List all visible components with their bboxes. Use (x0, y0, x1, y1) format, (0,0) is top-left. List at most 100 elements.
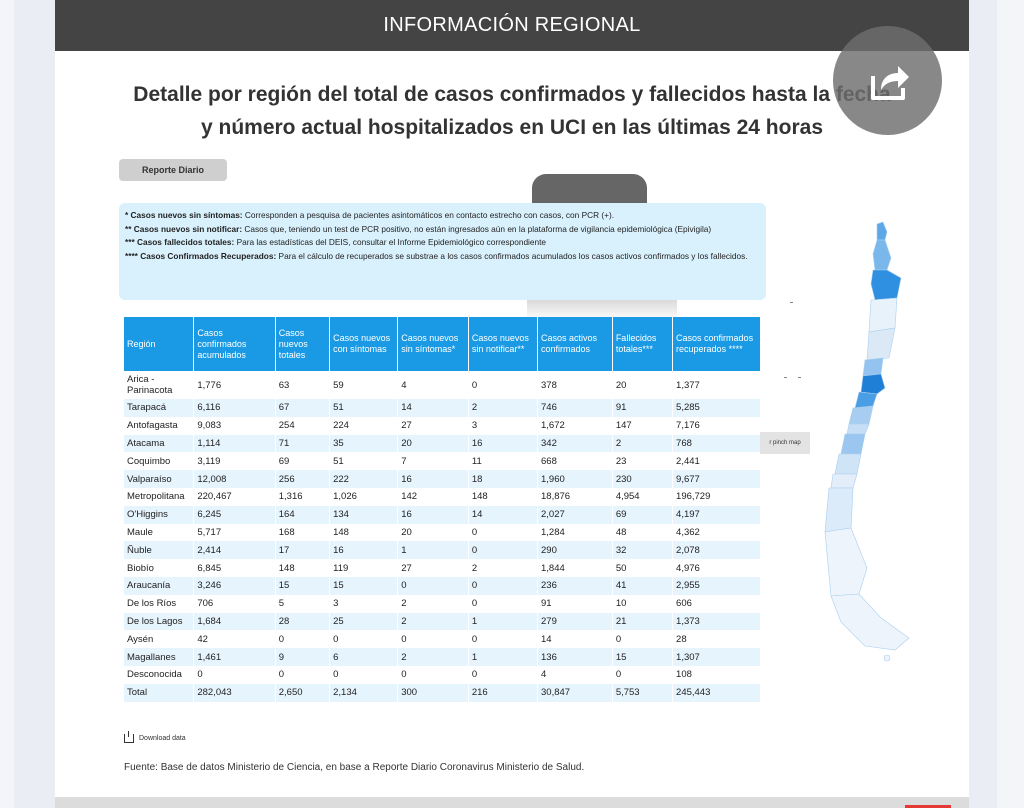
table-cell: 2,027 (537, 505, 613, 524)
table-cell: 14 (468, 505, 539, 524)
table-cell: 2 (397, 612, 469, 631)
table-row: Ñuble 2,414 17 16 1 0 290 32 2,078 (124, 541, 761, 560)
table-cell: 1,307 (672, 648, 761, 666)
section-header: INFORMACIÓN REGIONAL (55, 0, 969, 51)
bottom-accent (905, 805, 951, 808)
table-cell: 768 (672, 434, 761, 453)
table-cell: 0 (468, 665, 539, 684)
table-cell: 1 (468, 612, 539, 631)
table-cell: 0 (275, 630, 331, 649)
right-gutter (997, 0, 1024, 808)
table-cell: 254 (275, 416, 331, 435)
table-cell: 230 (612, 470, 674, 488)
map-hint-label: r pinch map (769, 440, 801, 446)
table-cell: 4,954 (612, 487, 674, 506)
table-row: Aysén 42 0 0 0 0 14 0 28 (124, 630, 761, 649)
region-name-cell: Magallanes (124, 648, 195, 666)
table-cell: 378 (537, 371, 613, 399)
table-cell: 148 (468, 487, 539, 506)
table-cell: 1,026 (329, 487, 399, 506)
table-cell: 0 (397, 576, 469, 595)
table-cell: 168 (275, 523, 331, 542)
table-cell: 216 (468, 683, 539, 702)
download-data-link[interactable]: Download data (124, 731, 186, 743)
notes-box: * Casos nuevos sin síntomas: Corresponde… (119, 203, 766, 300)
column-header: Casos nuevos con síntomas (329, 317, 399, 371)
table-cell: 9 (275, 648, 331, 666)
column-header: Fallecidos totales*** (612, 317, 674, 371)
download-icon (124, 731, 134, 743)
table-cell: 0 (468, 594, 539, 613)
table-cell: 69 (275, 452, 331, 471)
region-name-cell: Total (124, 683, 195, 702)
page-title-line2: y número actual hospitalizados en UCI en… (200, 116, 823, 139)
table-cell: 4,976 (672, 559, 761, 577)
region-name-cell: Biobío (124, 559, 195, 577)
table-cell: 51 (329, 399, 399, 417)
table-cell: 21 (612, 612, 674, 631)
table-cell: 0 (397, 630, 469, 649)
map-region-islands (883, 654, 891, 662)
table-cell: 14 (537, 630, 613, 649)
section-header-title: INFORMACIÓN REGIONAL (383, 14, 641, 36)
table-cell: 222 (329, 470, 399, 488)
table-cell: 1 (468, 648, 539, 666)
table-cell: 0 (468, 541, 539, 560)
table-row: Araucanía 3,246 15 15 0 0 236 41 2,955 (124, 576, 761, 595)
table-row: Magallanes 1,461 9 6 2 1 136 15 1,307 (124, 648, 761, 666)
table-cell: 15 (329, 576, 399, 595)
region-name-cell: Antofagasta (124, 416, 195, 435)
table-cell: 5 (275, 594, 331, 613)
table-row: Antofagasta 9,083 254 224 27 3 1,672 147 7,176 (124, 416, 761, 435)
column-header: Casos nuevos totales (275, 317, 331, 371)
table-cell: 25 (329, 612, 399, 631)
table-cell: 18 (468, 470, 539, 488)
table-cell: 1,316 (275, 487, 331, 506)
map-region-ohiggins (854, 391, 878, 409)
table-cell: 23 (612, 452, 674, 471)
share-button[interactable] (833, 26, 942, 135)
table-cell: 147 (612, 416, 674, 435)
table-cell: 69 (612, 505, 674, 524)
map-region-arica (876, 221, 888, 241)
share-icon (870, 65, 909, 100)
map-region-valparaiso (862, 357, 884, 377)
map-region-coquimbo (866, 327, 896, 361)
table-row: Desconocida 0 0 0 0 0 4 0 108 (124, 665, 761, 684)
table-cell: 1,684 (193, 612, 276, 631)
chile-regions-map[interactable] (815, 218, 915, 666)
table-cell: 1,960 (537, 470, 613, 488)
column-header: Casos nuevos sin notificar** (468, 317, 539, 371)
table-cell: 142 (397, 487, 469, 506)
map-mark (798, 377, 801, 378)
overlay-shadow (527, 299, 677, 321)
table-cell: 2 (612, 434, 674, 453)
table-cell: 2,955 (672, 576, 761, 595)
region-name-cell: Valparaíso (124, 470, 195, 488)
note-item: ** Casos nuevos sin notificar: Casos que… (125, 223, 712, 234)
note-item: **** Casos Confirmados Recuperados: Para… (125, 250, 748, 261)
table-cell: 16 (397, 470, 469, 488)
report-diario-button[interactable]: Reporte Diario (119, 159, 227, 181)
table-cell: 606 (672, 594, 761, 613)
table-cell: 15 (612, 648, 674, 666)
table-cell: 0 (612, 665, 674, 684)
table-cell: 18,876 (537, 487, 613, 506)
table-cell: 4,197 (672, 505, 761, 524)
table-row: De los Lagos 1,684 28 25 2 1 279 21 1,373 (124, 612, 761, 631)
table-cell: 0 (329, 630, 399, 649)
table-cell: 35 (329, 434, 399, 453)
table-cell: 119 (329, 559, 399, 577)
table-cell: 290 (537, 541, 613, 560)
table-cell: 15 (275, 576, 331, 595)
table-cell: 1,672 (537, 416, 613, 435)
table-cell: 91 (612, 399, 674, 417)
table-cell: 2 (397, 594, 469, 613)
table-cell: 16 (329, 541, 399, 560)
table-row: De los Ríos 706 5 3 2 0 91 10 606 (124, 594, 761, 613)
table-cell: 3 (329, 594, 399, 613)
table-cell: 30,847 (537, 683, 613, 702)
table-cell: 1,776 (193, 371, 276, 399)
table-cell: 7,176 (672, 416, 761, 435)
table-cell: 6 (329, 648, 399, 666)
